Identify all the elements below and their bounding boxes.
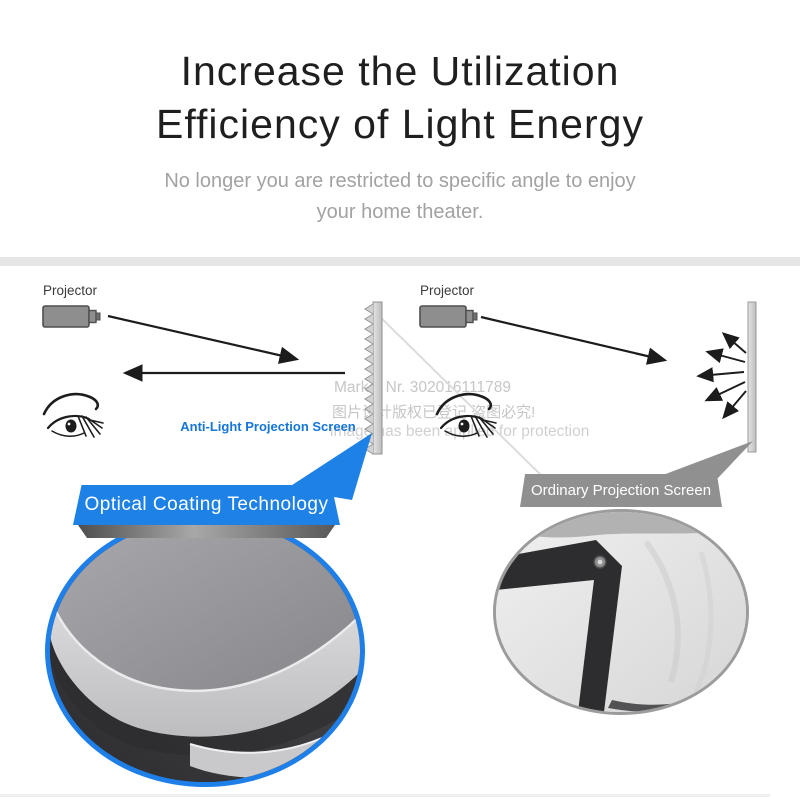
scatter-arrows xyxy=(696,332,747,420)
left-projector-label: Projector xyxy=(43,283,98,298)
bottom-faint-divider xyxy=(0,794,770,797)
anti-light-screen-icon xyxy=(364,301,383,455)
coating-closeup-photo xyxy=(45,515,365,787)
blue-callout-pointer xyxy=(286,433,372,500)
left-light-arrows xyxy=(107,314,345,382)
left-eye-icon xyxy=(42,392,104,438)
ordinary-screen-banner-label: Ordinary Projection Screen xyxy=(530,482,712,499)
ordinary-photo-art xyxy=(496,512,746,712)
page-title-line1: Increase the Utilization xyxy=(180,48,620,94)
ordinary-screen-banner: Ordinary Projection Screen xyxy=(520,474,722,507)
right-eye-icon xyxy=(435,392,497,438)
coating-photo-art xyxy=(50,520,360,782)
optical-coating-banner: Optical Coating Technology xyxy=(73,485,340,525)
anti-light-screen-label: Anti-Light Projection Screen xyxy=(180,419,356,434)
watermark-diagonal-line xyxy=(368,305,547,481)
ordinary-screen-icon xyxy=(747,301,757,453)
right-projector-icon xyxy=(419,305,478,328)
watermark-line2: 图片设计版权已登记 盗图必究! xyxy=(332,404,536,421)
optical-coating-banner-underside xyxy=(78,525,335,538)
section-divider xyxy=(0,257,800,266)
optical-coating-banner-label: Optical Coating Technology xyxy=(84,494,329,515)
gray-callout-pointer xyxy=(655,441,753,478)
ordinary-screen-closeup-photo xyxy=(493,509,749,715)
right-light-arrows xyxy=(480,315,668,365)
right-projector-label: Projector xyxy=(420,283,475,298)
left-projector-icon xyxy=(42,305,101,328)
page-title-line2: Efficiency of Light Energy xyxy=(156,101,644,147)
watermark-line3: image has been applied for protection xyxy=(330,423,590,440)
subtitle-line2: your home theater. xyxy=(316,201,484,223)
subtitle-line1: No longer you are restricted to specific… xyxy=(164,170,636,192)
